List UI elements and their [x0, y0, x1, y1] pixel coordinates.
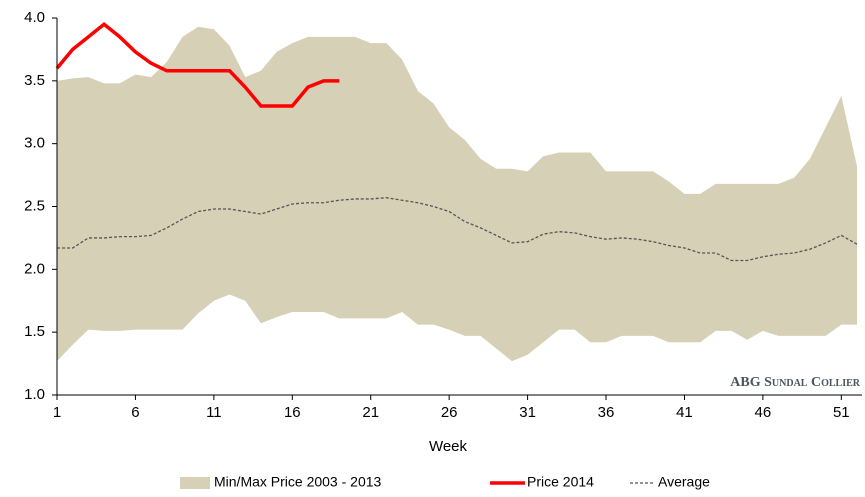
y-tick-label: 3.5 — [24, 72, 45, 89]
price-line — [55, 22, 340, 108]
x-tick-label: 36 — [598, 404, 615, 421]
x-tick-label: 51 — [833, 404, 850, 421]
x-tick-label: 26 — [441, 404, 458, 421]
legend-label: Min/Max Price 2003 - 2013 — [214, 474, 382, 490]
y-tick-label: 1.5 — [24, 323, 45, 340]
average-line — [57, 197, 858, 262]
y-tick-label: 1.0 — [24, 386, 45, 403]
x-tick-label: 41 — [676, 404, 693, 421]
x-tick-label: 21 — [362, 404, 379, 421]
y-tick-label: 2.0 — [24, 260, 45, 277]
y-tick-label: 3.0 — [24, 135, 45, 152]
x-tick-label: 31 — [519, 404, 536, 421]
x-tick-label: 1 — [53, 404, 61, 421]
x-tick-label: 11 — [206, 404, 222, 421]
x-axis-label: Week — [429, 438, 468, 455]
x-tick-label: 6 — [131, 404, 139, 421]
legend-swatch — [180, 477, 210, 489]
x-tick-label: 16 — [284, 404, 301, 421]
min-max-band — [57, 26, 857, 362]
y-tick-label: 2.5 — [24, 197, 45, 214]
legend-label: Price 2014 — [527, 474, 594, 490]
legend-label: Average — [658, 474, 710, 490]
y-tick-label: 4.0 — [24, 9, 45, 26]
watermark: ABG Sundal Collier — [730, 375, 860, 390]
x-tick-label: 46 — [755, 404, 772, 421]
